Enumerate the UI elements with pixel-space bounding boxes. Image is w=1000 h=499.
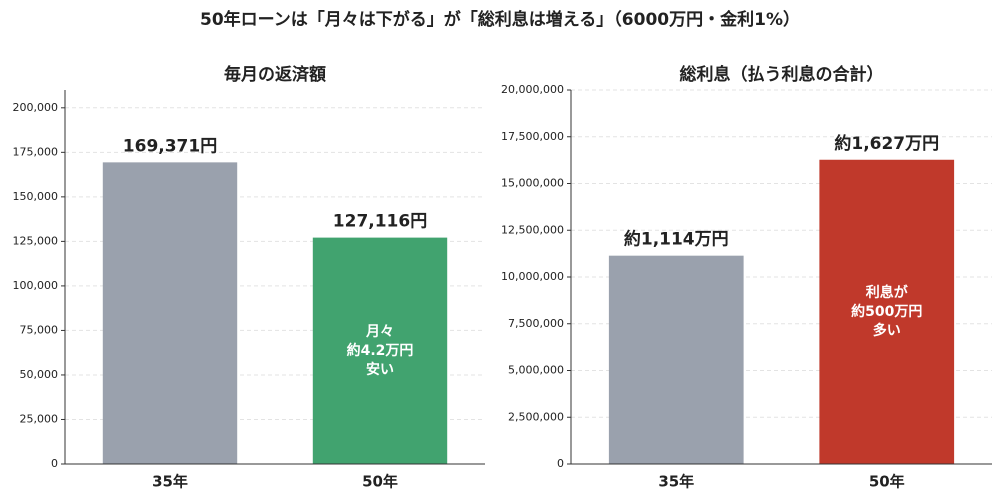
y-tick-label: 10,000,000 (501, 270, 564, 283)
annotation: 約500万円 (851, 303, 922, 320)
value-label: 127,116円 (333, 212, 427, 232)
y-tick-label: 200,000 (13, 101, 59, 114)
bar (312, 237, 448, 464)
y-tick-label: 5,000,000 (508, 364, 564, 377)
x-tick-label: 35年 (152, 473, 188, 491)
y-tick-label: 20,000,000 (501, 83, 564, 96)
value-label: 169,371円 (123, 136, 217, 156)
annotation: 月々 (365, 324, 394, 340)
y-tick-label: 100,000 (13, 279, 59, 292)
chart-title: 総利息（払う利息の合計） (680, 64, 884, 85)
y-tick-label: 75,000 (20, 323, 59, 336)
x-tick-label: 50年 (869, 473, 905, 491)
x-tick-label: 50年 (362, 473, 398, 491)
annotation: 約4.2万円 (347, 342, 414, 359)
annotation: 利息が (866, 284, 909, 301)
annotation: 多い (873, 322, 901, 339)
y-tick-label: 50,000 (20, 368, 59, 381)
y-tick-label: 0 (51, 457, 58, 470)
bar (819, 159, 955, 464)
y-tick-label: 15,000,000 (501, 177, 564, 190)
value-label: 約1,627万円 (834, 133, 939, 154)
figure-title: 50年ローンは「月々は下がる」が「総利息は増える」（6000万円・金利1%） (200, 9, 800, 30)
y-tick-label: 125,000 (13, 234, 59, 247)
y-tick-label: 25,000 (20, 412, 59, 425)
x-tick-label: 35年 (658, 473, 694, 491)
value-label: 約1,114万円 (624, 229, 729, 250)
y-tick-label: 7,500,000 (508, 317, 564, 330)
y-tick-label: 150,000 (13, 190, 59, 203)
bar (102, 162, 238, 464)
annotation: 安い (366, 361, 394, 378)
y-tick-label: 2,500,000 (508, 410, 564, 423)
y-tick-label: 0 (557, 457, 564, 470)
y-tick-label: 17,500,000 (501, 130, 564, 143)
chart-title: 毎月の返済額 (224, 64, 326, 85)
y-tick-label: 175,000 (13, 145, 59, 158)
bar (608, 255, 744, 464)
y-tick-label: 12,500,000 (501, 223, 564, 236)
